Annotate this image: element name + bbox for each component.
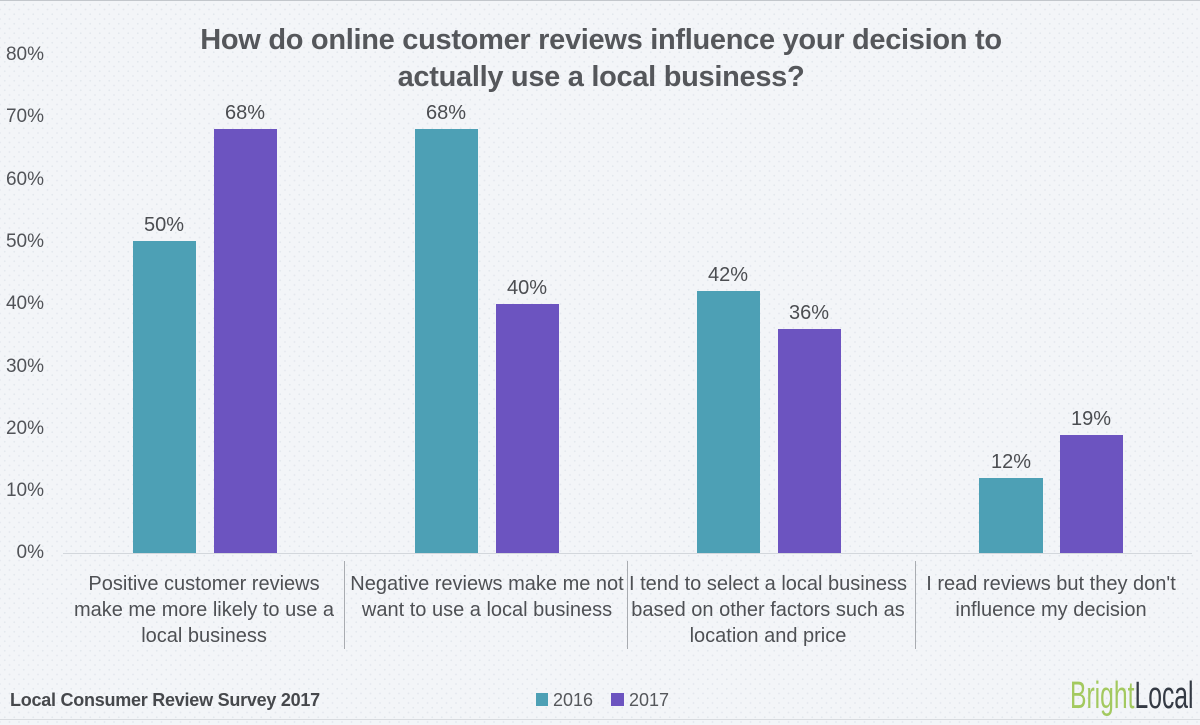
svg-text:BrightLocal: BrightLocal: [1070, 674, 1194, 717]
